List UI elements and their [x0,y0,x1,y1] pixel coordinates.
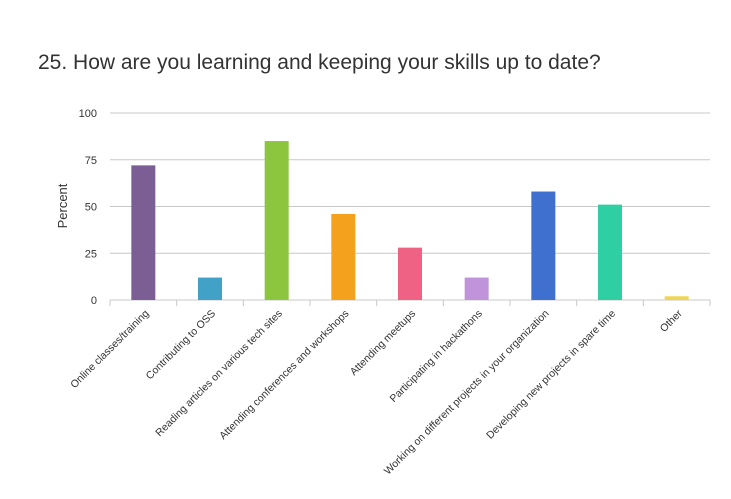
y-axis-label: Percent [55,183,70,228]
bar-4 [331,213,356,300]
bar-1 [131,165,156,300]
x-category-label: Developing new projects in spare time [484,308,618,442]
bar-9 [664,296,689,300]
bar-5 [398,247,422,300]
x-category-label: Reading articles on various tech sites [153,308,284,439]
bars [131,141,689,300]
y-tick-label: 25 [85,248,97,260]
y-tick-label: 100 [79,108,97,120]
chart-title: 25. How are you learning and keeping you… [38,51,601,74]
bar-8 [598,204,622,300]
bar-6 [464,277,489,300]
bar-7 [531,191,556,300]
x-category-label: Online classes/training [68,308,151,391]
bar-3 [264,141,289,300]
x-category-label: Attending meetups [348,308,418,378]
bar-2 [198,277,222,300]
x-category-label: Attending conferences and workshops [217,308,351,442]
x-category-label: Other [658,307,685,334]
x-category-label: Contributing to OSS [144,308,219,383]
y-tick-label: 0 [91,295,97,307]
y-tick-label: 50 [85,202,97,214]
y-axis-ticks: 0 25 50 75 100 [79,108,97,307]
x-axis-tick-marks [109,300,711,306]
y-tick-label: 75 [85,155,97,167]
